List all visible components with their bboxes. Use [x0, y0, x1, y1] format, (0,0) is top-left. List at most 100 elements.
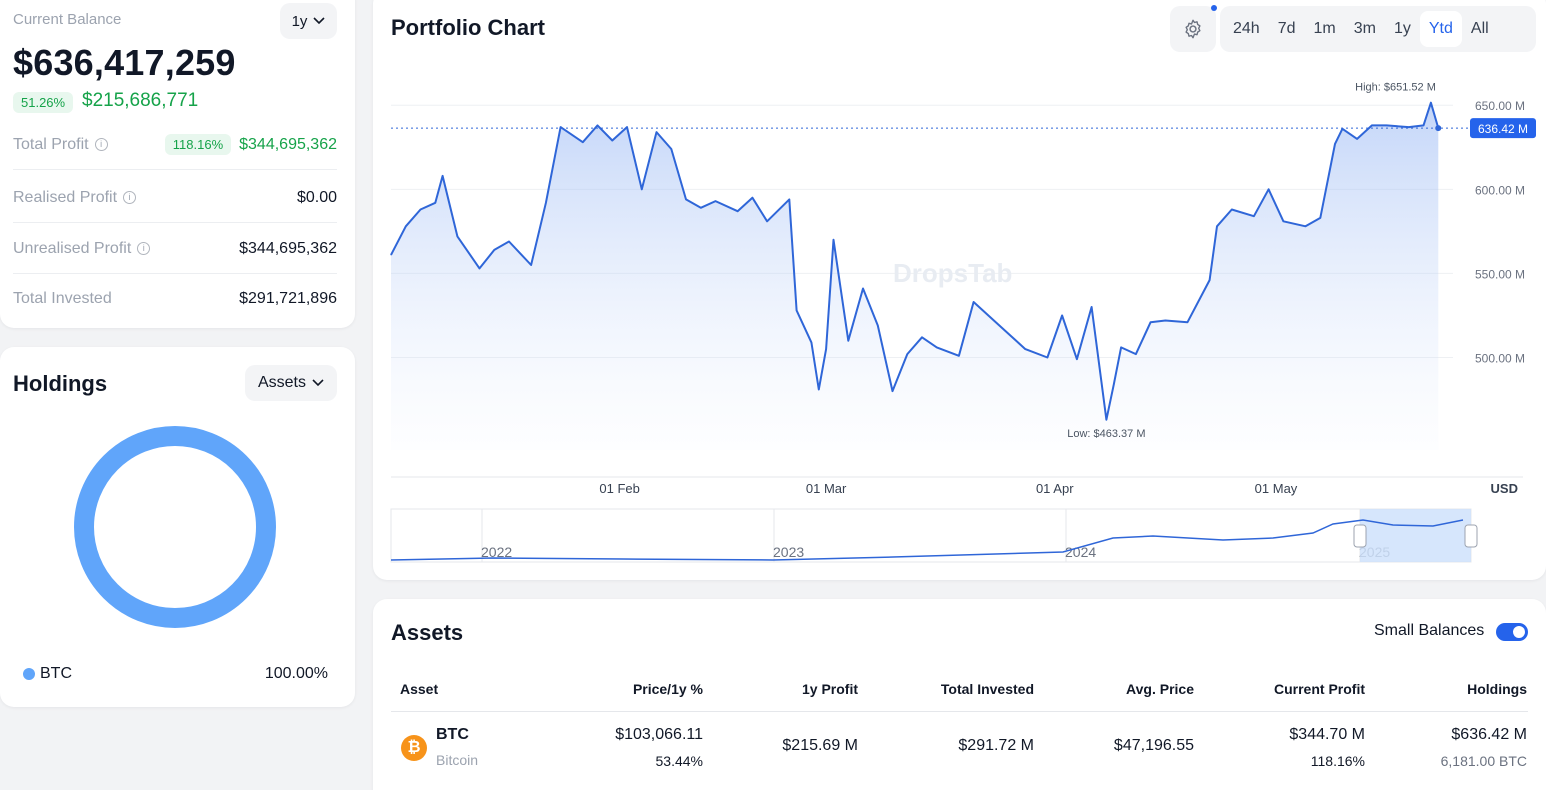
data-point [1216, 225, 1218, 227]
navigator-line [390, 519, 1464, 561]
data-point [766, 220, 768, 222]
asset-1y-profit: $215.69 M [782, 737, 858, 754]
range-3m[interactable]: 3m [1353, 20, 1376, 37]
data-point [530, 264, 532, 266]
data-point [1046, 357, 1048, 358]
data-point [1386, 124, 1388, 126]
data-point [582, 141, 584, 143]
data-point [479, 267, 480, 269]
data-point [560, 126, 562, 128]
asset-avg-price: $47,196.55 [1113, 737, 1194, 754]
holdings-title: Holdings [13, 371, 108, 396]
data-point [921, 336, 923, 338]
data-point [796, 309, 798, 311]
header-divider [391, 711, 1528, 712]
total-invested-label: Total Invested [13, 290, 112, 307]
bitcoin-icon: ₿ [401, 735, 427, 761]
y-tick-label: 600.00 M [1475, 183, 1525, 197]
data-point [788, 198, 790, 200]
data-point [936, 346, 938, 348]
navigator-handle-left [1353, 524, 1367, 548]
data-point [862, 288, 864, 290]
data-point [906, 353, 908, 355]
data-point [810, 341, 812, 343]
data-point [420, 209, 421, 210]
realised-profit-row: Realised Profit i $0.00 [13, 173, 337, 223]
y-tick-label: 650.00 M [1475, 99, 1525, 113]
data-point [1282, 220, 1284, 222]
balance-change-value: $215,686,771 [82, 90, 199, 111]
col-current-profit[interactable]: Current Profit [1274, 681, 1365, 697]
data-point [1423, 124, 1424, 126]
total-profit-value: $344,695,362 [239, 135, 337, 153]
col-price[interactable]: Price/1y % [632, 681, 703, 697]
col-total-invested[interactable]: Total Invested [940, 681, 1034, 697]
area-fill [391, 102, 1439, 450]
range-1y[interactable]: 1y [1393, 20, 1411, 37]
range-7d[interactable]: 7d [1277, 20, 1296, 37]
data-point [1334, 143, 1336, 145]
navigator-frame [390, 508, 1472, 563]
data-point [892, 390, 893, 392]
asset-current-profit: $344.70 M [1289, 726, 1365, 743]
info-icon[interactable]: i [137, 242, 151, 255]
holdings-group-dropdown[interactable]: Assets [245, 365, 337, 401]
data-point [597, 124, 598, 126]
unit-label: USD [1491, 481, 1518, 496]
gear-icon [1185, 19, 1201, 39]
data-point [973, 301, 975, 303]
portfolio-area-chart[interactable]: 650.00 M 600.00 M 550.00 M 500.00 M 01 Feb 01… [373, 0, 1546, 580]
current-point [1435, 125, 1442, 132]
range-24h[interactable]: 24h [1233, 20, 1260, 37]
range-1m[interactable]: 1m [1313, 20, 1336, 37]
x-tick-label: 01 Mar [806, 481, 847, 496]
data-point [1120, 346, 1122, 348]
period-dropdown[interactable]: 1y [280, 3, 337, 39]
navigator-handle-right [1464, 524, 1478, 548]
chevron-down-icon [313, 17, 325, 25]
balance-change-pct: 51.26% [13, 92, 74, 113]
col-asset[interactable]: Asset [400, 681, 439, 697]
data-point [656, 131, 657, 133]
y-tick-label: 550.00 M [1475, 267, 1525, 281]
data-point [1061, 314, 1063, 316]
data-point [847, 340, 849, 342]
data-point [877, 325, 879, 327]
navigator-year-label: 2022 [481, 544, 512, 560]
chart-settings-button[interactable] [1170, 6, 1216, 52]
data-point [1356, 138, 1358, 140]
asset-holdings-value: $636.42 M [1451, 726, 1527, 743]
small-balances-toggle[interactable] [1496, 623, 1528, 641]
data-point [1408, 126, 1410, 128]
data-point [715, 200, 716, 202]
data-point [1253, 215, 1255, 217]
col-holdings[interactable]: Holdings [1467, 681, 1527, 697]
data-point [818, 388, 820, 390]
holdings-donut-chart[interactable] [74, 426, 276, 628]
range-all[interactable]: All [1470, 20, 1489, 37]
unrealised-profit-value: $344,695,362 [239, 239, 337, 257]
current-balance-value: $636,417,259 [13, 42, 236, 83]
info-icon[interactable]: i [94, 138, 108, 151]
navigator-year-label: 2023 [773, 544, 804, 560]
data-point [508, 240, 510, 242]
current-price-label: 636.42 M [1478, 122, 1528, 136]
data-point [1024, 348, 1026, 350]
current-price-badge [1470, 118, 1536, 139]
range-selector: 24h 7d 1m 3m 1y Ytd All [1220, 6, 1536, 52]
info-icon[interactable]: i [123, 191, 137, 204]
data-point [1268, 188, 1270, 190]
data-point [1305, 225, 1306, 227]
current-balance-label: Current Balance [13, 11, 122, 28]
range-ytd[interactable]: Ytd [1419, 11, 1462, 47]
unrealised-profit-row: Unrealised Profit i $344,695,362 [13, 224, 337, 274]
small-balances-label: Small Balances [1374, 622, 1485, 639]
col-1y-profit[interactable]: 1y Profit [801, 681, 858, 697]
data-point [958, 355, 960, 357]
col-avg-price[interactable]: Avg. Price [1126, 681, 1194, 697]
chevron-down-icon [312, 379, 324, 387]
asset-price: $103,066.11 [615, 726, 703, 743]
data-point [611, 140, 613, 142]
high-label: High: $651.52 M [1355, 82, 1436, 94]
navigator-year-label: 2024 [1065, 544, 1096, 560]
